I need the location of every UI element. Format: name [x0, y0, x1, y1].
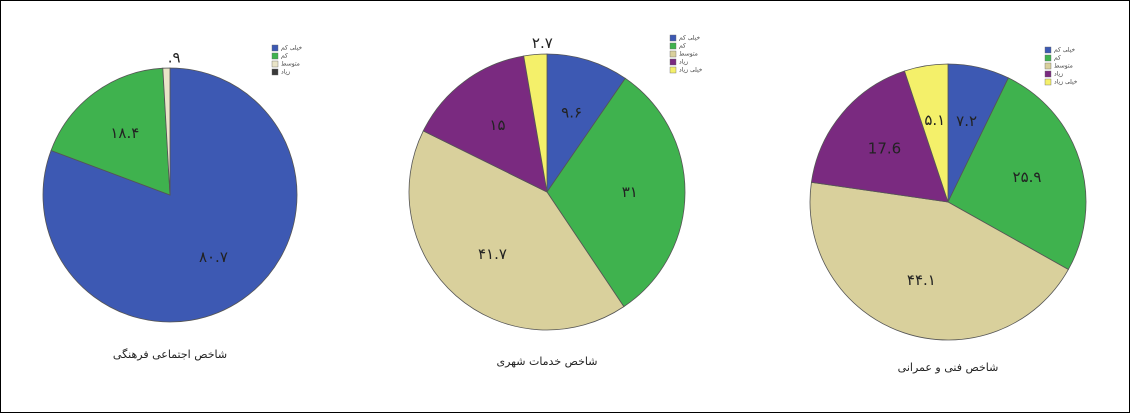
- data-label: ۴۴.۱: [907, 271, 936, 289]
- legend-label: کم: [679, 43, 686, 50]
- legend-label: کم: [1054, 55, 1061, 62]
- legend-label: خیلی کم: [679, 35, 701, 42]
- legend-swatch: [1045, 47, 1051, 53]
- legend-label: خیلی زیاد: [1054, 79, 1078, 86]
- legend-label: زیاد: [679, 59, 688, 66]
- data-label: ۵.۱: [924, 111, 945, 129]
- legend-swatch: [670, 51, 676, 57]
- legend-label: خیلی زیاد: [679, 67, 703, 74]
- legend-swatch: [272, 45, 278, 51]
- legend-label: کم: [281, 53, 288, 60]
- legend-swatch: [670, 67, 676, 73]
- legend-label: زیاد: [281, 69, 290, 76]
- legend-swatch: [1045, 55, 1051, 61]
- data-label: ۳۱: [622, 183, 638, 201]
- legend-label: زیاد: [1054, 71, 1063, 78]
- chart-title: شاخص فنی و عمرانی: [898, 361, 999, 374]
- data-label: 17.6: [868, 139, 901, 157]
- data-label: ۱۸.۴: [110, 124, 139, 142]
- legend-label: خیلی کم: [1054, 47, 1076, 54]
- legend-label: خیلی کم: [281, 45, 303, 52]
- legend-swatch: [272, 69, 278, 75]
- data-label: ۲.۷: [532, 34, 553, 52]
- legend-swatch: [1045, 71, 1051, 77]
- legend-swatch: [272, 61, 278, 67]
- legend-label: متوسط: [281, 61, 300, 68]
- legend-swatch: [1045, 63, 1051, 69]
- data-label: ۲۵.۹: [1013, 168, 1042, 186]
- chart-page: ۸۰.۷۱۸.۴.۹شاخص اجتماعی فرهنگیخیلی کمکممت…: [0, 0, 1130, 413]
- chart-title: شاخص اجتماعی فرهنگی: [113, 348, 227, 361]
- chart-title: شاخص خدمات شهری: [497, 355, 598, 368]
- legend-swatch: [670, 43, 676, 49]
- legend-label: متوسط: [679, 51, 698, 58]
- legend-swatch: [670, 35, 676, 41]
- data-label: .۹: [168, 48, 181, 66]
- legend-swatch: [1045, 79, 1051, 85]
- data-label: ۹.۶: [561, 103, 582, 121]
- legend-label: متوسط: [1054, 63, 1073, 70]
- data-label: ۷.۲: [956, 112, 977, 130]
- data-label: ۴۱.۷: [478, 245, 507, 263]
- data-label: ۱۵: [489, 116, 505, 134]
- legend-swatch: [670, 59, 676, 65]
- data-label: ۸۰.۷: [199, 248, 228, 266]
- legend-swatch: [272, 53, 278, 59]
